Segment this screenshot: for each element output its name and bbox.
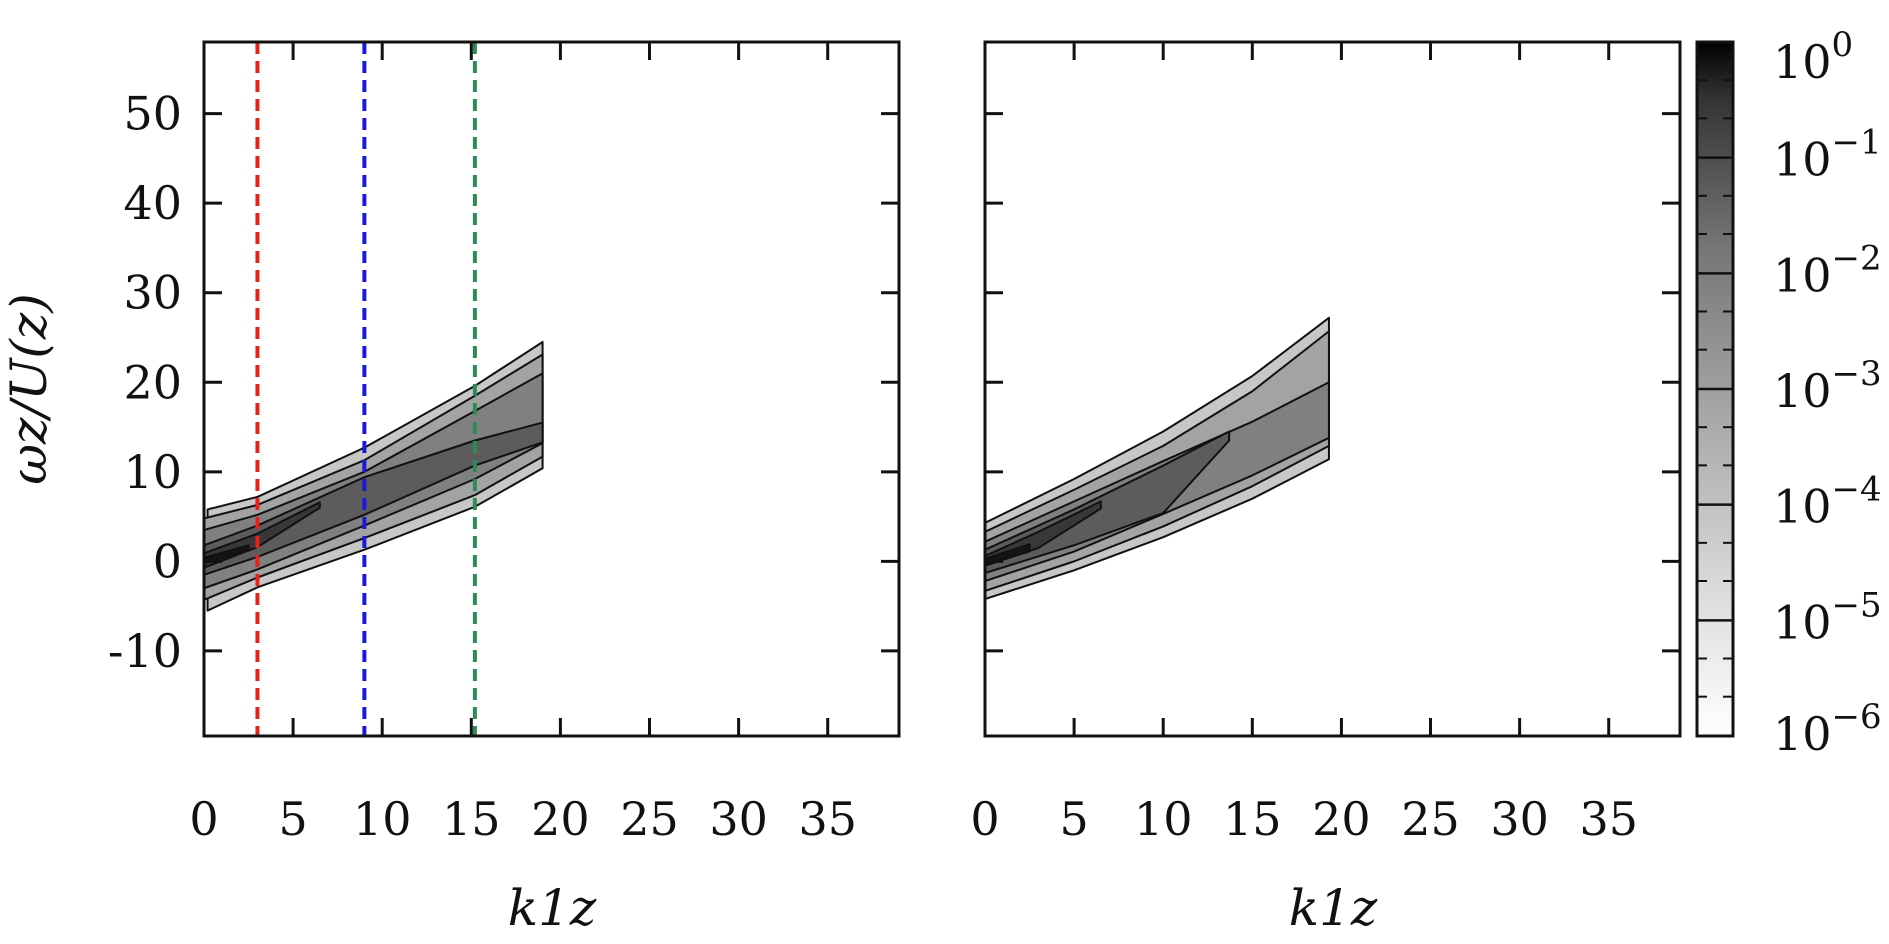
left-x-tick-label-5: 25 — [620, 792, 679, 846]
colorbar-label-exp-5: −5 — [1832, 585, 1882, 625]
colorbar-frame — [1695, 40, 1735, 738]
left-y-tick-label-0: -10 — [108, 624, 182, 678]
right-x-tick-label-7: 35 — [1579, 792, 1638, 846]
left-x-tick-label-0: 0 — [189, 792, 218, 846]
right-x-ticks: 0 5 10 15 20 25 30 35 — [970, 42, 1638, 846]
right-x-tick-label-6: 30 — [1490, 792, 1549, 846]
left-y-tick-label-5: 40 — [123, 176, 182, 230]
colorbar-label-3: 10−3 — [1773, 354, 1882, 418]
colorbar-label-base-6: 10 — [1773, 707, 1832, 761]
left-y-tick-label-4: 30 — [123, 266, 182, 320]
colorbar-levels — [1697, 79, 1733, 698]
colorbar-label-base-3: 10 — [1773, 364, 1832, 418]
right-x-axis-label: k1z — [1289, 879, 1378, 937]
left-x-ticks: 0 5 10 15 20 25 30 35 — [189, 42, 857, 846]
left-y-tick-label-3: 20 — [123, 355, 182, 409]
left-plot-frame — [202, 40, 901, 738]
colorbar-label-base-4: 10 — [1773, 480, 1832, 534]
left-contour-5 — [204, 544, 250, 565]
left-x-axis-label: k1z — [508, 879, 597, 937]
colorbar-label-base-1: 10 — [1773, 133, 1832, 187]
colorbar-label-exp-1: −1 — [1832, 123, 1882, 163]
right-x-tick-label-1: 5 — [1059, 792, 1088, 846]
right-x-tick-label-2: 10 — [1134, 792, 1193, 846]
left-contour-3 — [204, 421, 544, 576]
right-x-tick-label-4: 20 — [1312, 792, 1371, 846]
colorbar-label-1: 10−1 — [1773, 123, 1882, 187]
colorbar-label-2: 10−2 — [1773, 238, 1882, 302]
right-x-tick-label-0: 0 — [970, 792, 999, 846]
left-y-ticks: -10 0 10 20 30 40 50 — [108, 87, 899, 678]
left-x-tick-label-7: 35 — [798, 792, 857, 846]
right-x-tick-label-3: 15 — [1223, 792, 1282, 846]
colorbar-label-exp-4: −4 — [1832, 470, 1882, 510]
colorbar-label-exp-0: 0 — [1832, 25, 1854, 65]
left-x-tick-label-3: 15 — [442, 792, 501, 846]
right-y-ticks — [985, 112, 1680, 653]
colorbar-label-5: 10−5 — [1773, 585, 1882, 649]
colorbar-label-exp-2: −2 — [1832, 238, 1882, 278]
right-contour-5 — [985, 543, 1031, 566]
left-x-tick-label-6: 30 — [709, 792, 768, 846]
right-panel: 0 5 10 15 20 25 30 35 k1z — [970, 40, 1682, 937]
left-y-tick-label-1: 0 — [153, 534, 182, 588]
right-heatmap — [985, 316, 1330, 600]
colorbar-label-base-2: 10 — [1773, 248, 1832, 302]
left-ref-lines — [255, 42, 477, 736]
right-plot-frame — [983, 40, 1682, 738]
colorbar-label-base-0: 10 — [1773, 35, 1832, 89]
colorbar-label-4: 10−4 — [1773, 470, 1882, 534]
left-x-tick-label-4: 20 — [531, 792, 590, 846]
left-y-axis-label: ωz/U(z) — [0, 293, 58, 484]
left-heatmap — [204, 340, 544, 612]
left-x-tick-label-1: 5 — [278, 792, 307, 846]
colorbar-label-base-5: 10 — [1773, 595, 1832, 649]
colorbar-label-6: 10−6 — [1773, 697, 1882, 761]
left-y-tick-label-2: 10 — [123, 445, 182, 499]
right-x-tick-label-5: 25 — [1401, 792, 1460, 846]
left-panel: 0 5 10 15 20 25 30 35 -10 0 10 20 30 40 50 k1z ωz/U(z… — [0, 40, 901, 937]
colorbar-label-0: 100 — [1773, 25, 1853, 89]
colorbar-label-exp-6: −6 — [1832, 697, 1882, 737]
left-y-tick-label-6: 50 — [123, 87, 182, 141]
left-x-tick-label-2: 10 — [353, 792, 412, 846]
colorbar-label-exp-3: −3 — [1832, 354, 1882, 394]
